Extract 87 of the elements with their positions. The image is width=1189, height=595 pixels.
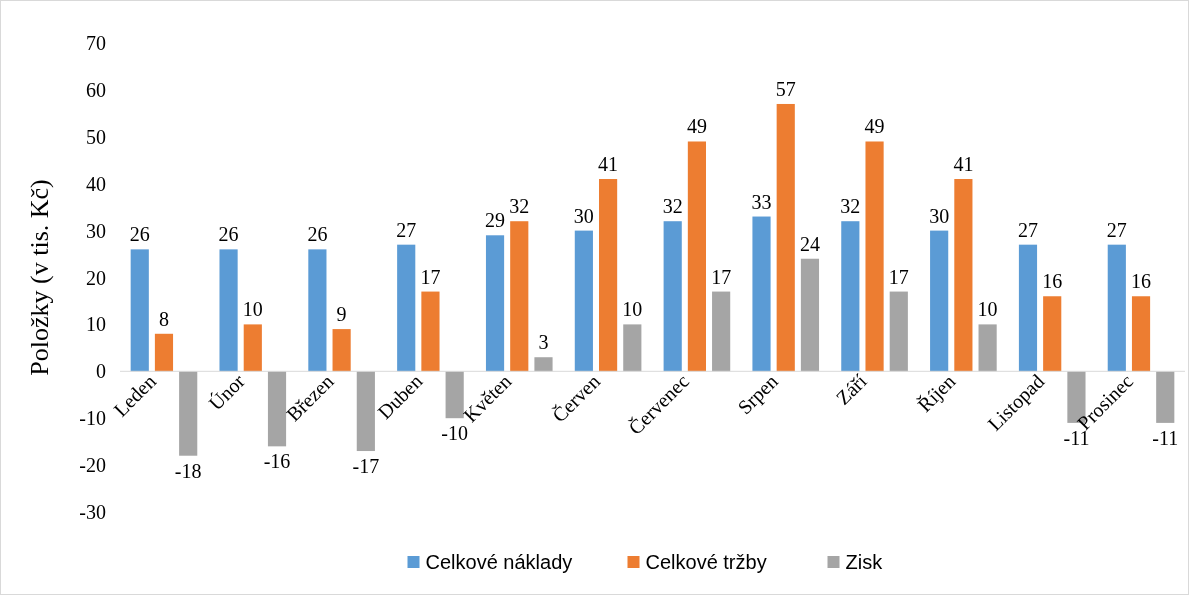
bar [623,324,642,372]
data-label: 57 [775,77,796,100]
y-tick-label: -20 [79,454,106,477]
bar [841,221,860,372]
bar [978,324,997,372]
data-label: 17 [711,265,732,288]
bar [1131,296,1151,372]
y-tick-label: -10 [79,407,106,430]
data-label: 17 [420,265,441,288]
bar [332,329,351,372]
data-label: 8 [158,307,169,330]
bar [154,333,174,372]
bar [752,216,771,372]
data-label: 10 [622,298,643,321]
data-label: 17 [888,265,909,288]
bar [954,179,973,372]
data-label: -18 [174,459,202,482]
bar [267,371,287,447]
bar [663,221,682,372]
bar [574,230,593,372]
data-label: 26 [218,223,239,246]
bar [510,221,529,372]
bar [219,249,238,372]
data-label: 3 [538,331,549,354]
x-tick-label: Září [831,369,871,409]
bar [308,249,327,372]
bar [889,291,908,372]
data-label: 41 [953,153,974,176]
bar [130,249,149,372]
data-label: 30 [573,204,594,227]
data-label: 32 [509,195,530,218]
bar [1018,244,1038,372]
bar [243,324,262,372]
data-label: -16 [263,450,291,473]
data-label: 29 [485,209,506,232]
bar [1156,371,1175,423]
bar [712,291,731,372]
x-tick-label: Únor [203,368,250,415]
data-label: 33 [751,190,772,213]
bar [445,371,464,419]
bar [485,235,505,372]
data-label: 9 [336,303,347,326]
data-label: 27 [1106,218,1127,241]
bar [687,141,706,372]
y-tick-label: 40 [86,172,106,195]
data-label: 24 [799,232,820,255]
data-label: 26 [307,223,328,246]
data-label: -17 [352,455,380,478]
bar [865,141,884,372]
y-axis-title: Položky (v tis. Kč) [25,179,54,376]
data-label: 32 [840,195,861,218]
data-label: 10 [977,298,998,321]
bar [356,371,375,452]
data-label: -11 [1152,426,1179,449]
bar [421,291,440,372]
y-tick-label: 30 [86,219,106,242]
legend-label: Celkové tržby [645,551,767,573]
y-tick-label: 10 [86,313,106,336]
y-tick-label: 50 [86,125,106,148]
bar [776,103,795,372]
data-label: 32 [662,195,683,218]
bar [179,371,198,456]
legend-label: Celkové náklady [425,551,573,573]
bar [800,258,820,372]
bar [1043,296,1062,372]
data-label: 41 [598,153,619,176]
data-label: 49 [686,115,707,138]
bar [930,230,949,372]
bar [1107,244,1126,372]
data-label: 16 [1042,270,1063,293]
y-tick-label: -30 [79,501,106,523]
y-tick-label: 60 [86,78,106,101]
bar [534,357,553,372]
data-label: 30 [929,204,950,227]
y-tick-label: 0 [96,360,106,383]
bar [599,179,618,372]
data-label: 26 [129,223,150,246]
data-label: 16 [1131,270,1152,293]
data-label: 27 [1017,218,1038,241]
bar [397,244,416,372]
data-label: -10 [441,422,468,445]
data-label: 27 [396,218,417,241]
y-tick-label: 70 [86,32,106,54]
y-tick-label: 20 [86,266,106,289]
data-label: 10 [242,298,263,321]
legend-label: Zisk [845,551,884,573]
data-label: 49 [864,115,885,138]
